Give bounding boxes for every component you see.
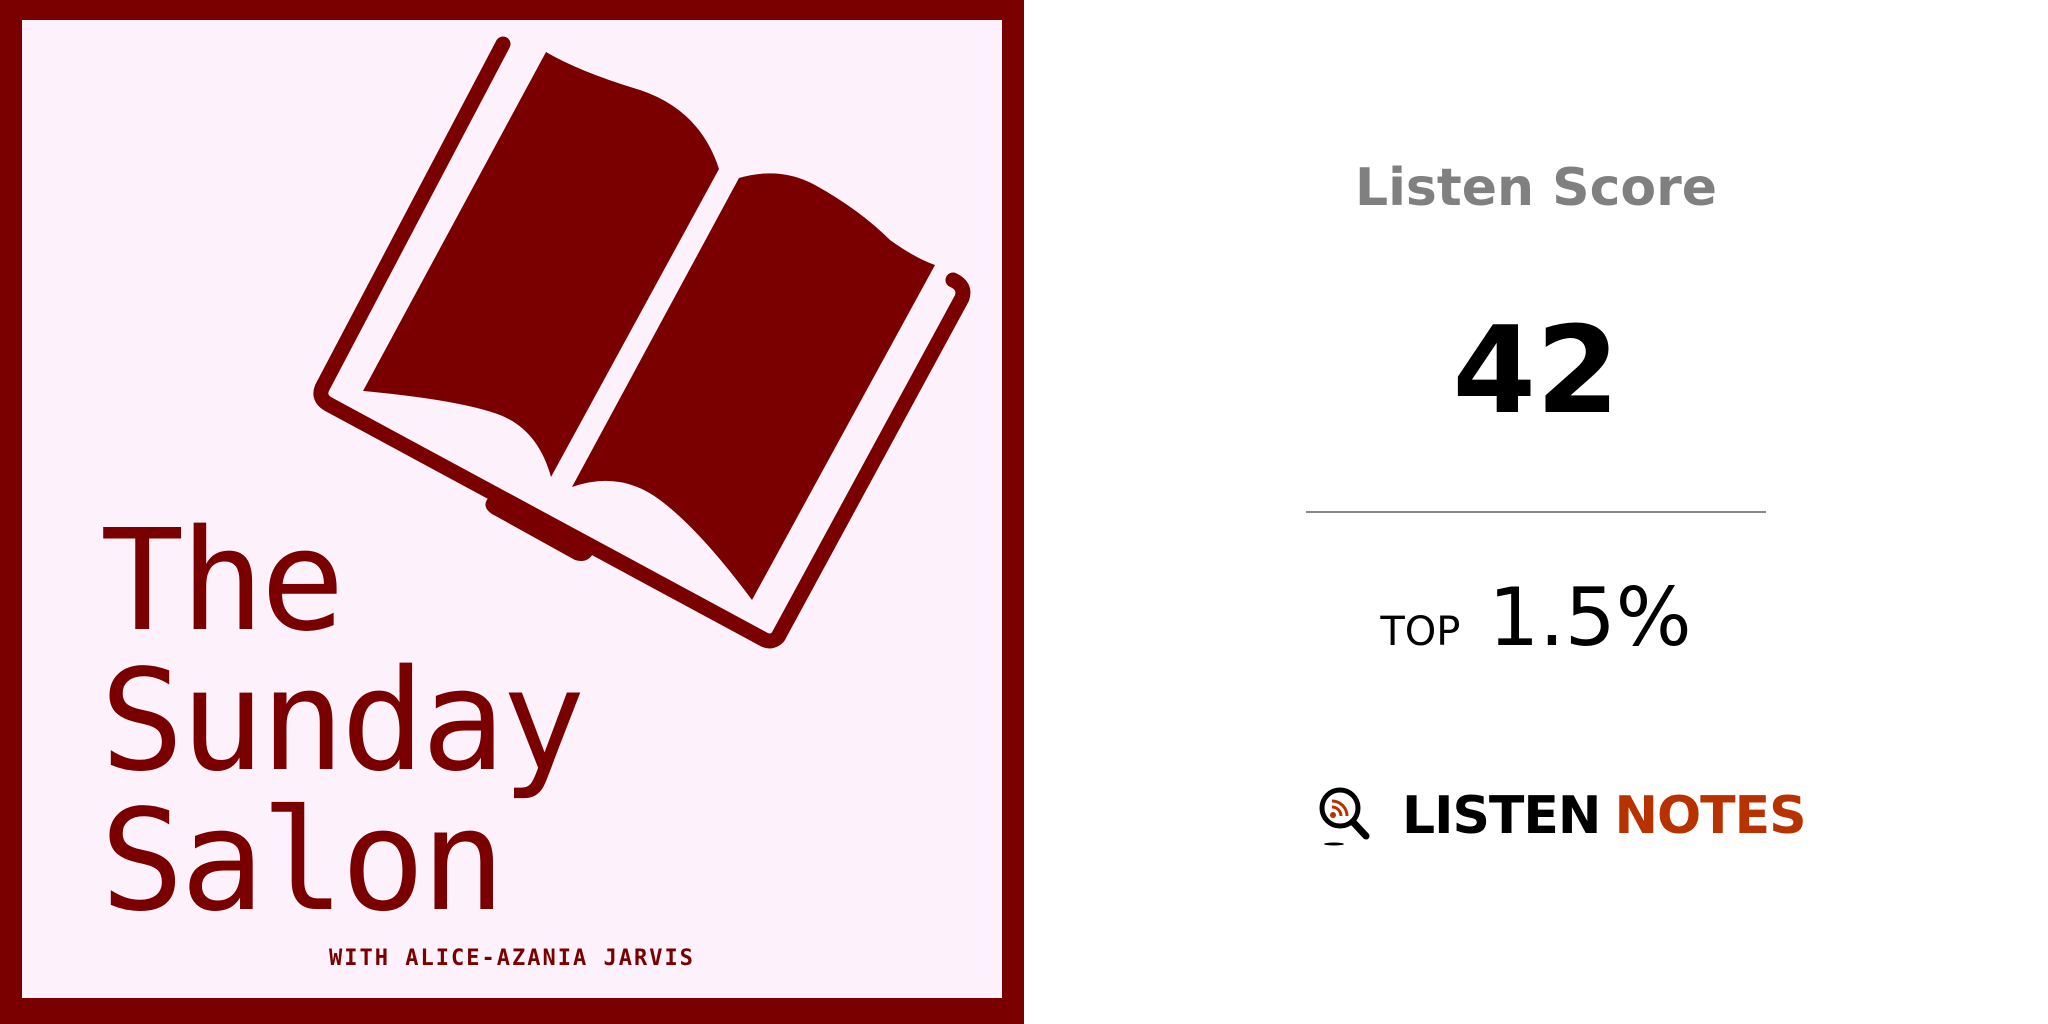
score-value: 42 [1452, 302, 1620, 441]
listen-notes-logo: LISTEN NOTES [1316, 784, 1807, 848]
cover-subtitle: WITH ALICE-AZANIA JARVIS [329, 946, 695, 971]
listen-score-panel: Listen Score 42 TOP 1.5% LISTEN NOTES [1024, 0, 2048, 1024]
open-book-icon [313, 36, 971, 649]
title-line-1: The [100, 500, 345, 663]
podcast-cover-art: The Sunday Salon WITH ALICE-AZANIA JARVI… [0, 0, 1024, 1024]
brand-word-listen: LISTEN [1402, 786, 1601, 846]
rank-prefix: TOP [1380, 609, 1461, 655]
brand-word-notes: NOTES [1614, 786, 1806, 846]
divider [1306, 511, 1766, 513]
magnifier-rss-icon [1319, 787, 1370, 846]
rank-value: 1.5% [1488, 571, 1692, 664]
rank: TOP 1.5% [1024, 578, 2048, 658]
title-line-2: Sunday [100, 640, 586, 803]
score-label: Listen Score [1354, 158, 1718, 218]
title-line-3: Salon [100, 780, 505, 943]
